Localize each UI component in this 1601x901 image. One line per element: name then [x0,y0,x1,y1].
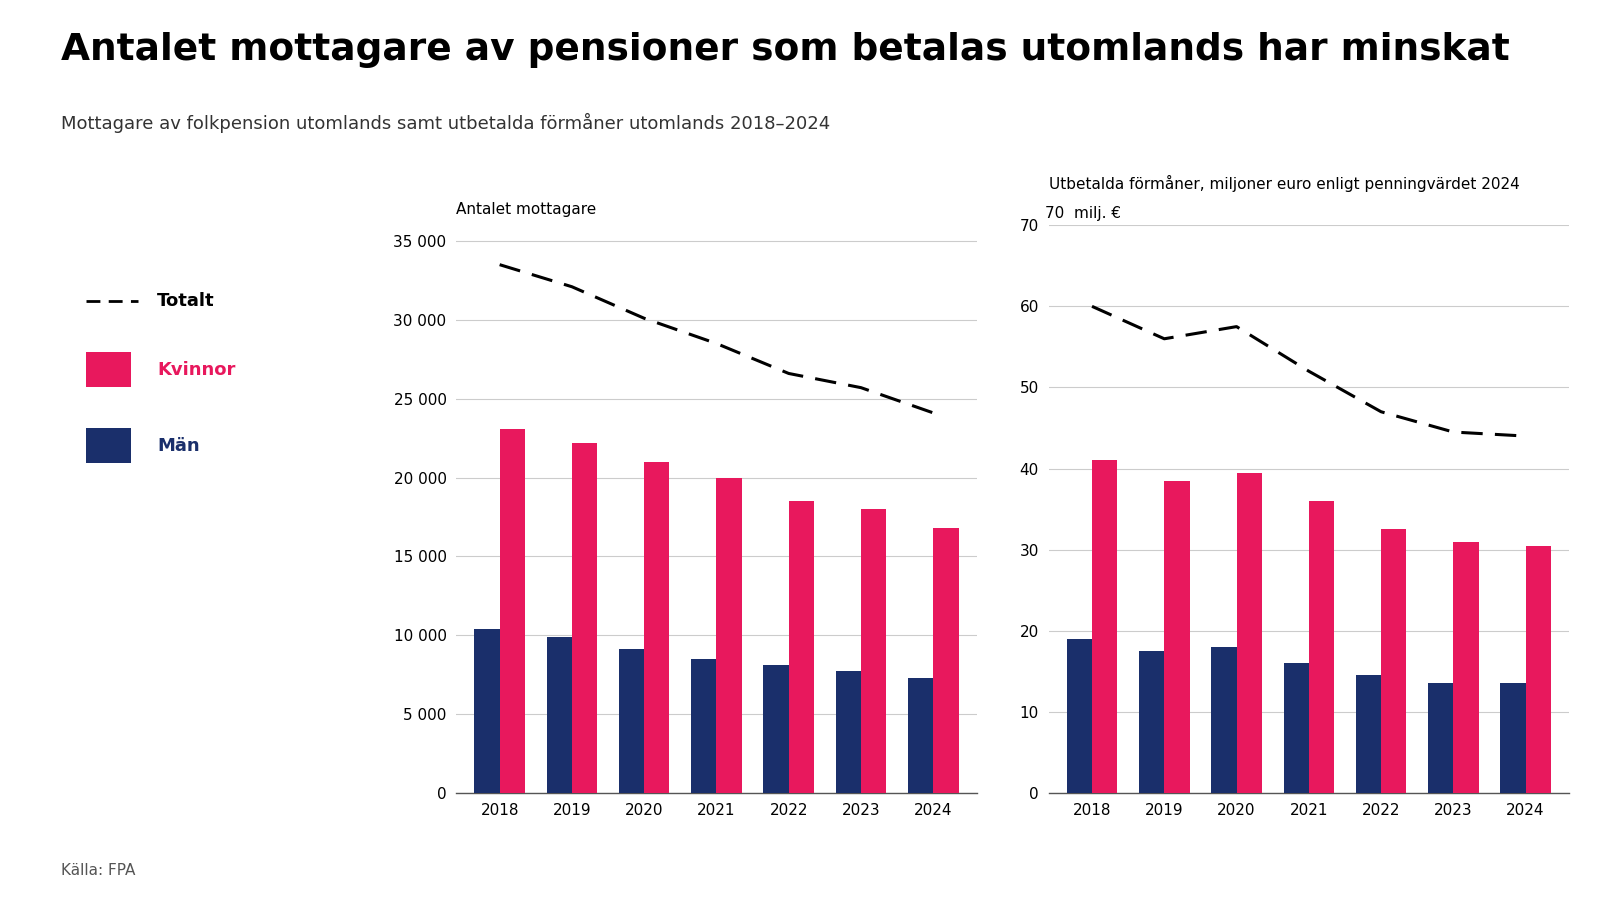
Text: Antalet mottagare av pensioner som betalas utomlands har minskat: Antalet mottagare av pensioner som betal… [61,32,1510,68]
Bar [789,501,813,793]
Bar [1526,545,1551,793]
Bar [1356,676,1382,793]
Bar [86,352,131,387]
Bar [692,659,717,793]
Bar [1164,481,1190,793]
Bar [1212,647,1236,793]
Text: Män: Män [157,437,200,454]
Text: 70  milj. €: 70 milj. € [1045,206,1121,222]
Bar [644,461,669,793]
Bar [861,509,887,793]
Bar [620,650,644,793]
Bar [86,428,131,463]
Text: Antalet mottagare: Antalet mottagare [456,202,597,217]
Text: Kvinnor: Kvinnor [157,361,235,378]
Bar [1284,663,1310,793]
Bar [933,528,959,793]
Bar [1310,501,1334,793]
Bar [1454,542,1479,793]
Bar [764,665,789,793]
Bar [716,478,741,793]
Bar [1382,529,1406,793]
Bar [1066,639,1092,793]
Bar [546,637,572,793]
Bar [836,671,861,793]
Bar [1500,683,1526,793]
Text: Mottagare av folkpension utomlands samt utbetalda förmåner utomlands 2018–2024: Mottagare av folkpension utomlands samt … [61,113,829,132]
Text: Källa: FPA: Källa: FPA [61,863,134,878]
Bar [474,629,500,793]
Text: Utbetalda förmåner, miljoner euro enligt penningvärdet 2024: Utbetalda förmåner, miljoner euro enligt… [1049,175,1519,192]
Bar [1138,651,1164,793]
Bar [572,442,597,793]
Bar [1236,472,1262,793]
Text: Totalt: Totalt [157,292,215,310]
Bar [500,429,525,793]
Bar [1428,683,1454,793]
Bar [1092,460,1117,793]
Bar [908,678,933,793]
